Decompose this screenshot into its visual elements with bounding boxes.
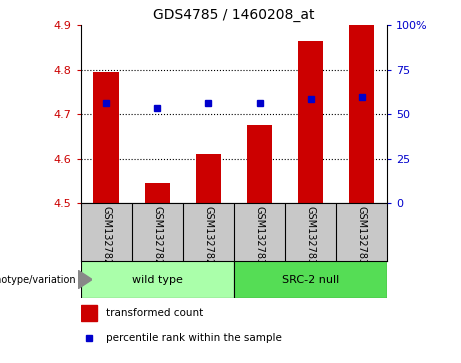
Text: GSM1327829: GSM1327829 <box>203 206 213 272</box>
Bar <box>81 305 97 321</box>
Bar <box>195 154 221 203</box>
Bar <box>247 126 272 203</box>
Text: GSM1327828: GSM1327828 <box>152 206 162 272</box>
Bar <box>94 72 119 203</box>
Polygon shape <box>78 270 92 289</box>
Text: transformed count: transformed count <box>106 308 203 318</box>
Bar <box>145 183 170 203</box>
Text: percentile rank within the sample: percentile rank within the sample <box>106 333 282 343</box>
Text: genotype/variation: genotype/variation <box>0 274 76 285</box>
Bar <box>81 261 234 298</box>
Text: GSM1327832: GSM1327832 <box>357 206 366 272</box>
Text: GSM1327831: GSM1327831 <box>306 206 316 272</box>
Text: GSM1327830: GSM1327830 <box>254 206 265 272</box>
Text: GSM1327827: GSM1327827 <box>101 206 111 272</box>
Bar <box>349 25 374 203</box>
Text: wild type: wild type <box>132 274 183 285</box>
Title: GDS4785 / 1460208_at: GDS4785 / 1460208_at <box>153 8 315 22</box>
Text: SRC-2 null: SRC-2 null <box>282 274 339 285</box>
Bar <box>298 41 323 203</box>
Bar <box>234 261 387 298</box>
